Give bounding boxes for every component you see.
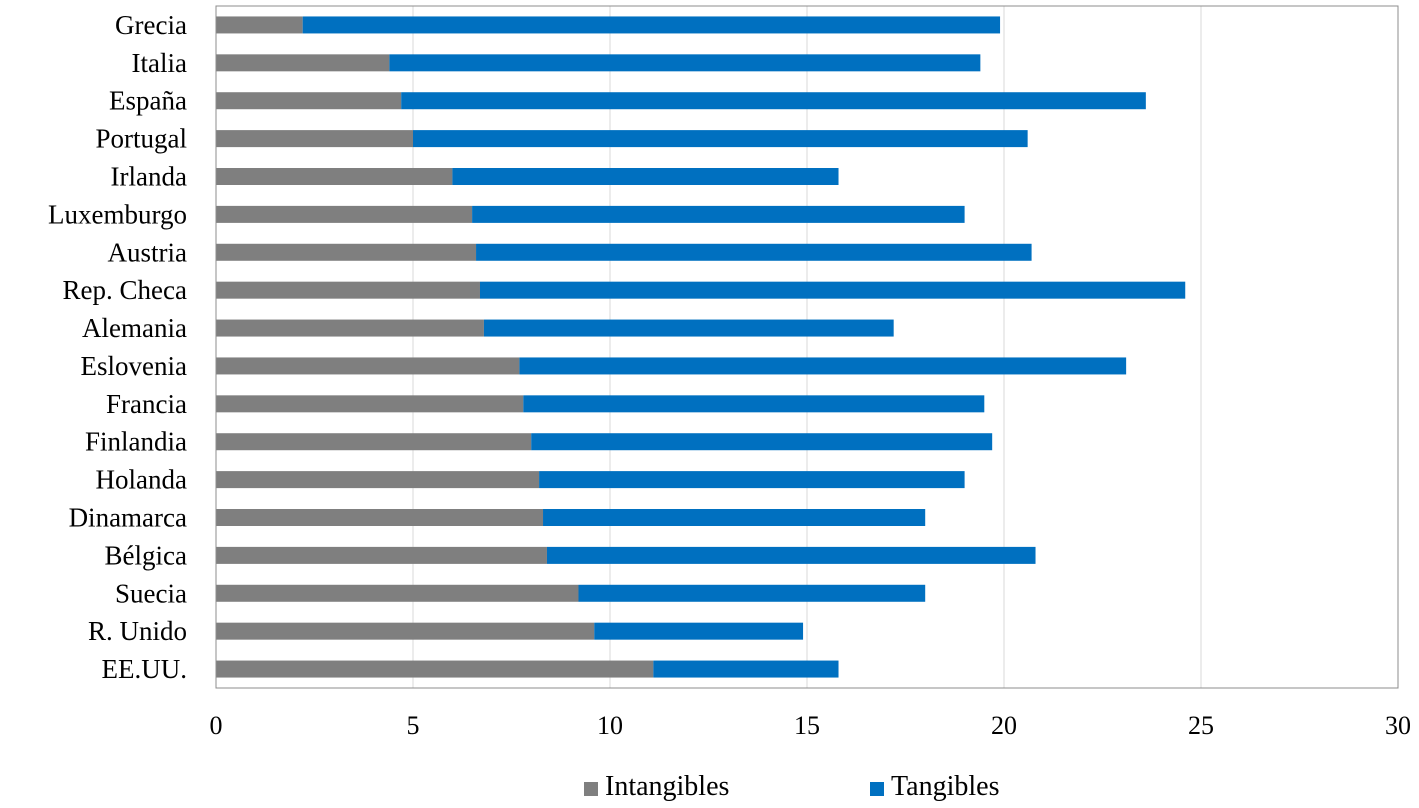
bar-tangibles-6 — [476, 243, 1032, 261]
category-label: Alemania — [82, 313, 187, 343]
bar-intangibles-8 — [216, 319, 484, 337]
x-tick-label: 5 — [407, 711, 420, 740]
bar-tangibles-10 — [523, 395, 985, 413]
category-label: Grecia — [115, 10, 187, 40]
gridlines — [412, 6, 1202, 688]
bar-tangibles-15 — [578, 584, 926, 602]
category-label: Holanda — [96, 465, 187, 495]
x-tick-label: 15 — [794, 711, 820, 740]
bar-tangibles-3 — [413, 130, 1028, 148]
bar-tangibles-8 — [483, 319, 894, 337]
category-label: Bélgica — [105, 540, 187, 570]
category-label: R. Unido — [88, 616, 187, 646]
category-label: Austria — [108, 237, 188, 267]
bar-tangibles-14 — [546, 546, 1036, 564]
plot-area-frame — [215, 5, 1399, 689]
legend-label-tangibles: Tangibles — [891, 771, 999, 802]
category-label: EE.UU. — [102, 654, 187, 684]
category-label: España — [109, 86, 187, 116]
x-tick-label: 10 — [597, 711, 623, 740]
category-label: Suecia — [115, 578, 187, 608]
category-label: Dinamarca — [69, 503, 187, 533]
bar-tangibles-1 — [389, 54, 981, 72]
bar-intangibles-10 — [216, 395, 524, 413]
bar-tangibles-13 — [543, 509, 926, 526]
category-labels: Grecia Italia España Portugal Irlanda Luxembu… — [48, 10, 187, 684]
bar-tangibles-2 — [401, 92, 1146, 110]
bar-intangibles-15 — [216, 584, 579, 602]
bar-intangibles-7 — [216, 281, 480, 299]
category-label: Luxemburgo — [48, 199, 187, 229]
bar-tangibles-7 — [479, 281, 1186, 299]
bar-intangibles-11 — [216, 433, 532, 451]
category-label: Portugal — [96, 124, 188, 154]
category-label: Francia — [106, 389, 187, 419]
bar-intangibles-14 — [216, 546, 547, 564]
category-label: Eslovenia — [81, 351, 187, 381]
bar-intangibles-4 — [216, 168, 453, 185]
bar-intangibles-9 — [216, 357, 520, 375]
category-label: Rep. Checa — [63, 275, 187, 305]
x-tick-label: 0 — [210, 711, 223, 740]
bar-intangibles-5 — [216, 205, 473, 223]
bars — [216, 16, 1186, 678]
bar-tangibles-16 — [594, 622, 804, 640]
bar-intangibles-6 — [216, 243, 477, 261]
category-label: Italia — [132, 48, 187, 78]
bar-intangibles-3 — [216, 130, 413, 148]
category-label: Irlanda — [111, 162, 187, 192]
x-tick-label: 30 — [1385, 711, 1411, 740]
legend: Intangibles Tangibles — [584, 771, 999, 802]
bar-tangibles-0 — [302, 16, 1001, 34]
bar-intangibles-1 — [216, 54, 390, 72]
bar-intangibles-13 — [216, 509, 544, 526]
bar-tangibles-5 — [472, 205, 965, 223]
bar-intangibles-17 — [216, 660, 654, 678]
bar-tangibles-12 — [539, 471, 965, 489]
x-tick-label: 25 — [1188, 711, 1214, 740]
bar-intangibles-16 — [216, 622, 595, 640]
category-label: Finlandia — [85, 427, 187, 457]
legend-swatch-tangibles — [870, 782, 884, 796]
x-tick-label: 20 — [991, 711, 1017, 740]
x-axis-tick-labels: 0 5 10 15 20 25 30 — [210, 711, 1412, 740]
bar-tangibles-4 — [452, 168, 839, 185]
bar-tangibles-17 — [653, 660, 839, 678]
legend-label-intangibles: Intangibles — [605, 771, 729, 802]
legend-swatch-intangibles — [584, 782, 598, 796]
bar-intangibles-2 — [216, 92, 402, 110]
bar-intangibles-0 — [216, 16, 303, 34]
bar-tangibles-9 — [519, 357, 1127, 375]
bar-tangibles-11 — [531, 433, 993, 451]
bar-intangibles-12 — [216, 471, 540, 489]
